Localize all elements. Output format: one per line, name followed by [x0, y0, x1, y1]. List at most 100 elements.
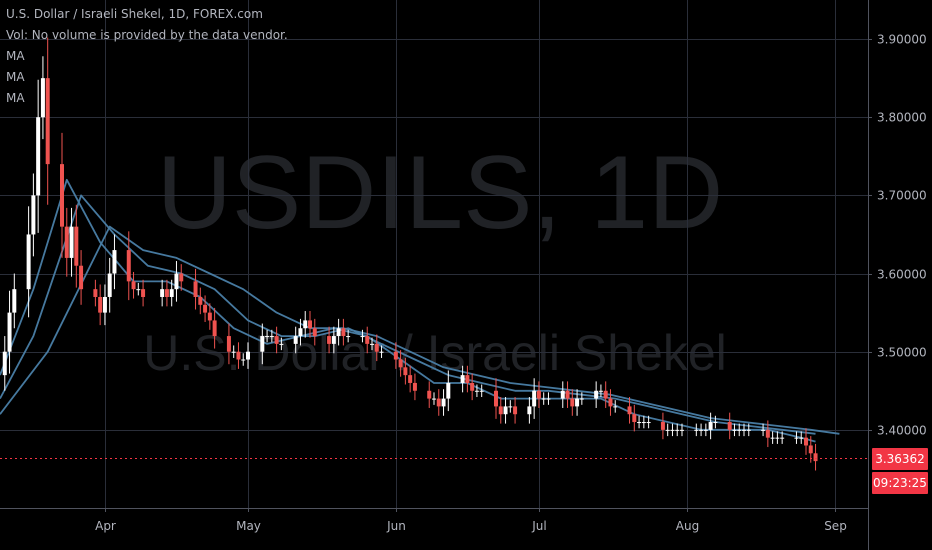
candle-down: [660, 422, 665, 430]
candle-up: [746, 429, 751, 431]
candle-up: [694, 429, 699, 431]
candle-down: [536, 390, 541, 399]
candle-up: [293, 336, 298, 344]
candle-up: [331, 336, 336, 344]
candle-up: [508, 406, 513, 408]
candle-down: [207, 312, 212, 321]
candle-down: [164, 289, 169, 297]
candle-up: [260, 336, 265, 352]
candle-down: [141, 289, 146, 297]
candle-down: [727, 422, 732, 430]
candle-down: [804, 437, 808, 446]
candle-up: [136, 289, 141, 291]
candle-up: [360, 336, 365, 338]
legend-volume-note: Vol: No volume is provided by the data v…: [6, 28, 288, 42]
candle-down: [131, 281, 136, 290]
candle-up: [799, 437, 804, 439]
legend-ma-1[interactable]: MA: [6, 49, 25, 63]
candle-down: [498, 406, 503, 415]
candle-up: [265, 336, 270, 338]
candle-down: [632, 414, 637, 423]
candle-up: [613, 406, 618, 408]
candle-down: [64, 226, 69, 258]
candle-down: [465, 375, 470, 383]
candle-down: [126, 250, 131, 282]
candle-up: [794, 437, 799, 439]
candle-down: [436, 398, 441, 407]
candle-down: [236, 351, 241, 360]
candle-up: [737, 429, 742, 431]
candle-down: [312, 328, 317, 337]
candle-up: [279, 343, 284, 345]
time-axis-label: Sep: [824, 519, 847, 533]
candle-down: [179, 273, 184, 282]
time-axis-label: May: [236, 519, 261, 533]
candle-up: [479, 390, 484, 392]
candle-up: [742, 429, 746, 431]
candle-up: [102, 296, 107, 313]
candle-down: [327, 336, 332, 344]
candle-up: [713, 422, 718, 424]
candle-up: [231, 351, 236, 353]
candle-down: [226, 336, 231, 352]
candle-down: [203, 304, 208, 313]
candle-down: [813, 453, 818, 462]
candle-up: [36, 117, 41, 196]
candle-down: [565, 390, 570, 399]
candle-up: [107, 273, 112, 297]
candle-down: [79, 265, 84, 290]
candle-down: [570, 398, 575, 407]
candle-down: [393, 351, 398, 360]
price-axis-label: 3.60000: [877, 268, 927, 282]
candle-up: [527, 406, 532, 415]
price-axis-label: 3.90000: [877, 33, 927, 47]
candle-up: [594, 390, 599, 399]
candle-down: [45, 78, 50, 165]
candle-up: [503, 406, 508, 415]
candle-up: [646, 422, 651, 424]
candle-down: [808, 445, 813, 454]
candle-up: [241, 359, 246, 361]
candle-up: [169, 289, 174, 297]
time-axis-label: Jul: [531, 519, 546, 533]
candle-up: [40, 78, 45, 118]
candle-up: [446, 382, 451, 399]
candle-down: [470, 382, 475, 391]
time-axis-label: Apr: [95, 519, 116, 533]
candle-up: [780, 437, 785, 439]
legend-ma-3[interactable]: MA: [6, 91, 25, 105]
grid: [0, 0, 868, 508]
candle-down: [60, 164, 64, 227]
candle-up: [546, 398, 551, 400]
candle-down: [627, 406, 632, 415]
candle-down: [374, 343, 379, 352]
time-axis[interactable]: Apr May Jun Jul Aug Sep: [0, 508, 868, 533]
candle-down: [93, 289, 98, 297]
candle-up: [12, 289, 17, 313]
watermark-symbol: USDILS, 1D: [157, 135, 723, 251]
candle-up: [761, 429, 766, 431]
price-axis[interactable]: 3.90000 3.80000 3.70000 3.60000 3.50000 3.400…: [868, 0, 927, 550]
candle-up: [432, 398, 436, 400]
candle-down: [212, 320, 217, 337]
current-price-label: 3.36362: [872, 447, 928, 470]
time-axis-label: Jun: [386, 519, 406, 533]
legend-ma-2[interactable]: MA: [6, 70, 25, 84]
candle-up: [541, 398, 546, 400]
candles: [2, 37, 818, 471]
ma-line-1: [0, 178, 816, 443]
candle-down: [608, 398, 613, 407]
price-axis-label: 3.40000: [877, 424, 927, 438]
candle-up: [637, 422, 642, 424]
candle-up: [69, 226, 74, 258]
candle-up: [699, 429, 704, 431]
candle-up: [474, 390, 479, 392]
legend-title[interactable]: U.S. Dollar / Israeli Shekel, 1D, FOREX.…: [6, 7, 263, 21]
candle-up: [641, 422, 646, 424]
candle-down: [765, 429, 770, 438]
candle-up: [112, 250, 117, 274]
candle-up: [680, 429, 684, 431]
candle-down: [427, 390, 432, 399]
price-axis-label: 3.70000: [877, 189, 927, 203]
